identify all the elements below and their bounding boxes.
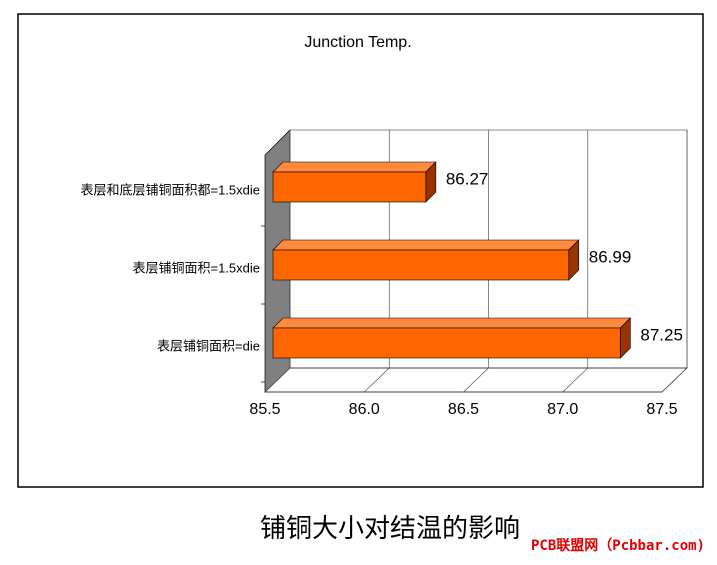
caption: 铺铜大小对结温的影响 [260, 514, 520, 544]
bar-top [272, 239, 580, 251]
floor-grid-line [364, 367, 390, 393]
chart-title: Junction Temp. [304, 34, 411, 51]
bar [272, 171, 427, 203]
x-tick-label: 87.5 [646, 401, 677, 418]
y-tick-label: 表层和底层铺铜面积都=1.5xdie [80, 182, 260, 197]
floor-grid-line [661, 367, 688, 393]
floor-grid-line [562, 367, 588, 393]
x-tick-label: 87.0 [547, 401, 578, 418]
value-label: 86.27 [446, 169, 489, 188]
bar-top [272, 161, 437, 173]
x-tick-label: 85.5 [249, 401, 280, 418]
floor-grid-line [463, 367, 489, 393]
y-tick-label: 表层铺铜面积=1.5xdie [132, 260, 260, 275]
value-label: 87.25 [640, 325, 683, 344]
bar [272, 327, 621, 359]
bar [272, 249, 570, 281]
bars [272, 161, 632, 359]
x-tick-label: 86.0 [349, 401, 380, 418]
value-label: 86.99 [589, 247, 632, 266]
watermark: PCB联盟网（Pcbbar.com) [531, 538, 705, 554]
floor-grid-line [264, 367, 291, 393]
y-tick-label: 表层铺铜面积=die [157, 338, 260, 353]
x-tick-label: 86.5 [448, 401, 479, 418]
bar-top [272, 317, 632, 329]
